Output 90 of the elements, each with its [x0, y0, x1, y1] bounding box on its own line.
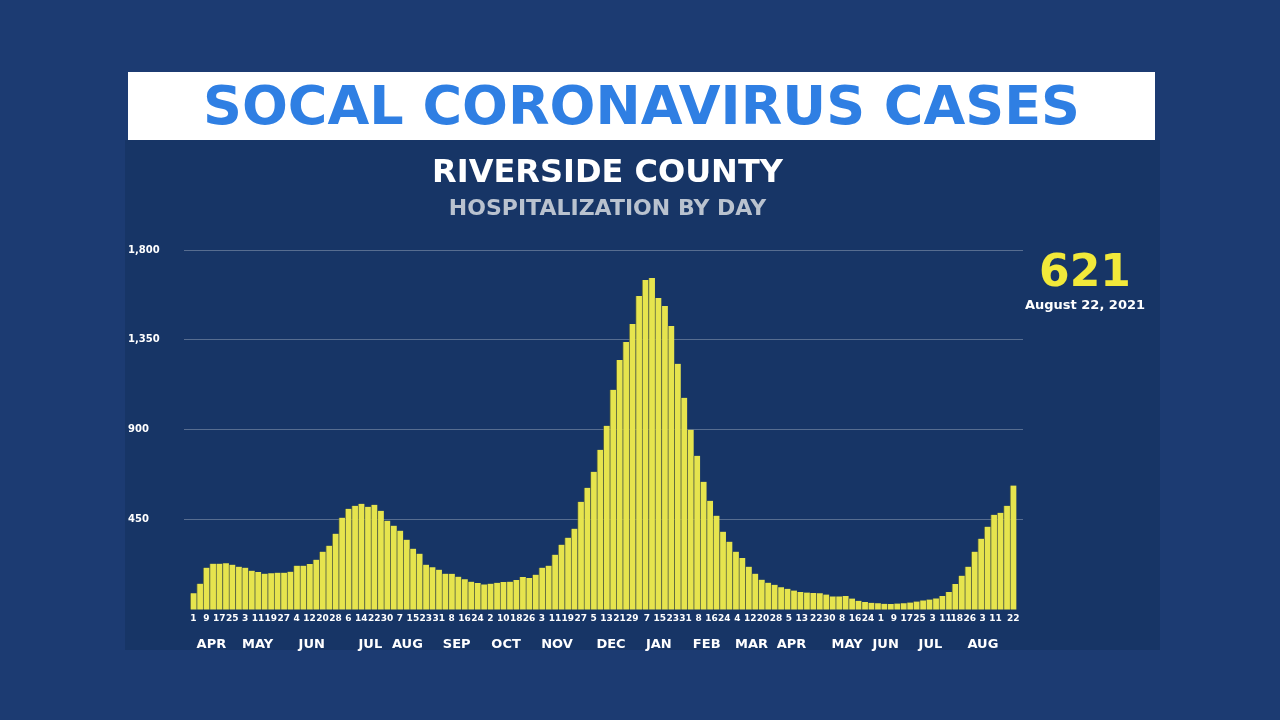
- x-tick-label: 3: [929, 613, 936, 624]
- x2-tick-label: APR: [776, 635, 807, 651]
- x-tick-label: 11: [939, 613, 952, 624]
- text: HOSPITALIZATION BY DAY: [447, 195, 768, 220]
- x-tick-label: 1: [877, 613, 885, 624]
- x2-tick-label: NOV: [541, 635, 573, 651]
- x2-tick-label: JUL: [357, 635, 383, 651]
- x-tick-label: 1: [190, 613, 197, 624]
- x-tick-label: 11: [548, 613, 562, 624]
- x-tick-label: 27: [574, 613, 587, 624]
- x-tick-label: 3: [241, 613, 249, 624]
- x-tick-label: 29: [626, 613, 639, 624]
- x-tick-label: 20: [316, 613, 329, 624]
- x-tick-label: 9: [203, 613, 210, 624]
- x-tick-label: 24: [718, 613, 731, 624]
- text: August 22, 2021: [1023, 297, 1147, 312]
- x-tick-label: 19: [561, 613, 575, 624]
- x-tick-label: 16: [848, 613, 862, 624]
- x-tick-label: 10: [497, 613, 510, 624]
- x-tick-label: 9: [890, 613, 897, 624]
- x-tick-label: 30: [822, 613, 836, 624]
- x-tick-label: 27: [277, 613, 291, 624]
- x-tick-label: 26: [963, 613, 976, 624]
- x-tick-label: 31: [679, 613, 692, 624]
- x-tick-label: 26: [522, 613, 536, 624]
- x2-tick-label: JUN: [297, 635, 325, 651]
- x-tick-label: 30: [380, 613, 394, 624]
- x-tick-label: 2: [487, 613, 494, 624]
- y-tick-label: 1,800: [128, 243, 160, 255]
- x-tick-label: 3: [979, 613, 986, 624]
- x-tick-label: 11: [989, 613, 1002, 624]
- x-tick-label: 11: [251, 613, 265, 624]
- x-tick-label: 8: [695, 613, 702, 624]
- x-tick-label: 17: [212, 613, 226, 624]
- x-tick-label: 24: [471, 613, 484, 624]
- x-tick-label: 4: [734, 613, 741, 624]
- x-tick-label: 16: [705, 613, 718, 624]
- x-tick-label: 23: [419, 613, 433, 624]
- x-tick-label: 25: [225, 613, 239, 624]
- x-tick-label: 23: [666, 613, 679, 624]
- x-tick-label: 31: [432, 613, 445, 624]
- x-tick-label: 12: [303, 613, 316, 624]
- y-tick-label: 1,350: [128, 333, 160, 345]
- x-tick-label: 5: [590, 613, 597, 624]
- x-tick-label: 24: [861, 613, 875, 624]
- x-tick-label: 16: [458, 613, 471, 624]
- x-tick-label: 19: [264, 613, 278, 624]
- x-tick-label: 6: [345, 613, 352, 624]
- y-tick-label: 900: [128, 423, 149, 435]
- x-tick-label: 15: [653, 613, 667, 624]
- x-tick-label: 14: [354, 613, 368, 624]
- x-tick-label: 8: [448, 613, 455, 624]
- x-tick-label: 4: [293, 613, 300, 624]
- x-tick-label: 12: [743, 613, 757, 624]
- chart-title: SOCAL CORONAVIRUS CASES: [128, 72, 1155, 140]
- y-tick-label: 450: [128, 513, 149, 525]
- x-tick-label: 8: [839, 613, 846, 624]
- x2-tick-label: OCT: [491, 635, 521, 651]
- x-tick-label: 25: [913, 613, 926, 624]
- x-tick-label: 20: [756, 613, 770, 624]
- x-tick-label: 18: [950, 613, 963, 624]
- x2-tick-label: APR: [196, 635, 227, 651]
- x-tick-label: 13: [795, 613, 809, 624]
- x-tick-label: 17: [900, 613, 913, 624]
- x-tick-label: 5: [785, 613, 793, 624]
- x-tick-label: 7: [643, 613, 651, 624]
- x2-tick-label: JAN: [644, 635, 672, 651]
- x-tick-label: 28: [769, 613, 783, 624]
- x2-tick-label: MAR: [734, 635, 768, 651]
- x2-tick-label: SEP: [442, 635, 471, 651]
- x2-tick-label: DEC: [596, 635, 626, 651]
- x-tick-label: 22: [810, 613, 823, 624]
- x-tick-label: 28: [329, 613, 342, 624]
- x-tick-label: 22: [1006, 613, 1020, 624]
- x-tick-label: 18: [509, 613, 523, 624]
- x2-tick-label: JUL: [917, 635, 943, 651]
- x-tick-label: 13: [600, 613, 613, 624]
- x2-tick-label: MAY: [242, 635, 274, 651]
- x-tick-label: 3: [538, 613, 546, 624]
- chart-subtitle: RIVERSIDE COUNTY: [431, 152, 784, 190]
- x-tick-label: 21: [613, 613, 626, 624]
- x-tick-label: 7: [396, 613, 404, 624]
- x2-tick-label: FEB: [692, 635, 721, 651]
- x-tick-label: 15: [406, 613, 420, 624]
- x2-tick-label: MAY: [831, 635, 864, 651]
- x2-tick-label: AUG: [391, 635, 423, 651]
- x2-tick-label: AUG: [967, 635, 999, 651]
- x-tick-label: 22: [367, 613, 381, 624]
- x2-tick-label: JUN: [871, 635, 899, 651]
- text: 621: [1038, 245, 1132, 297]
